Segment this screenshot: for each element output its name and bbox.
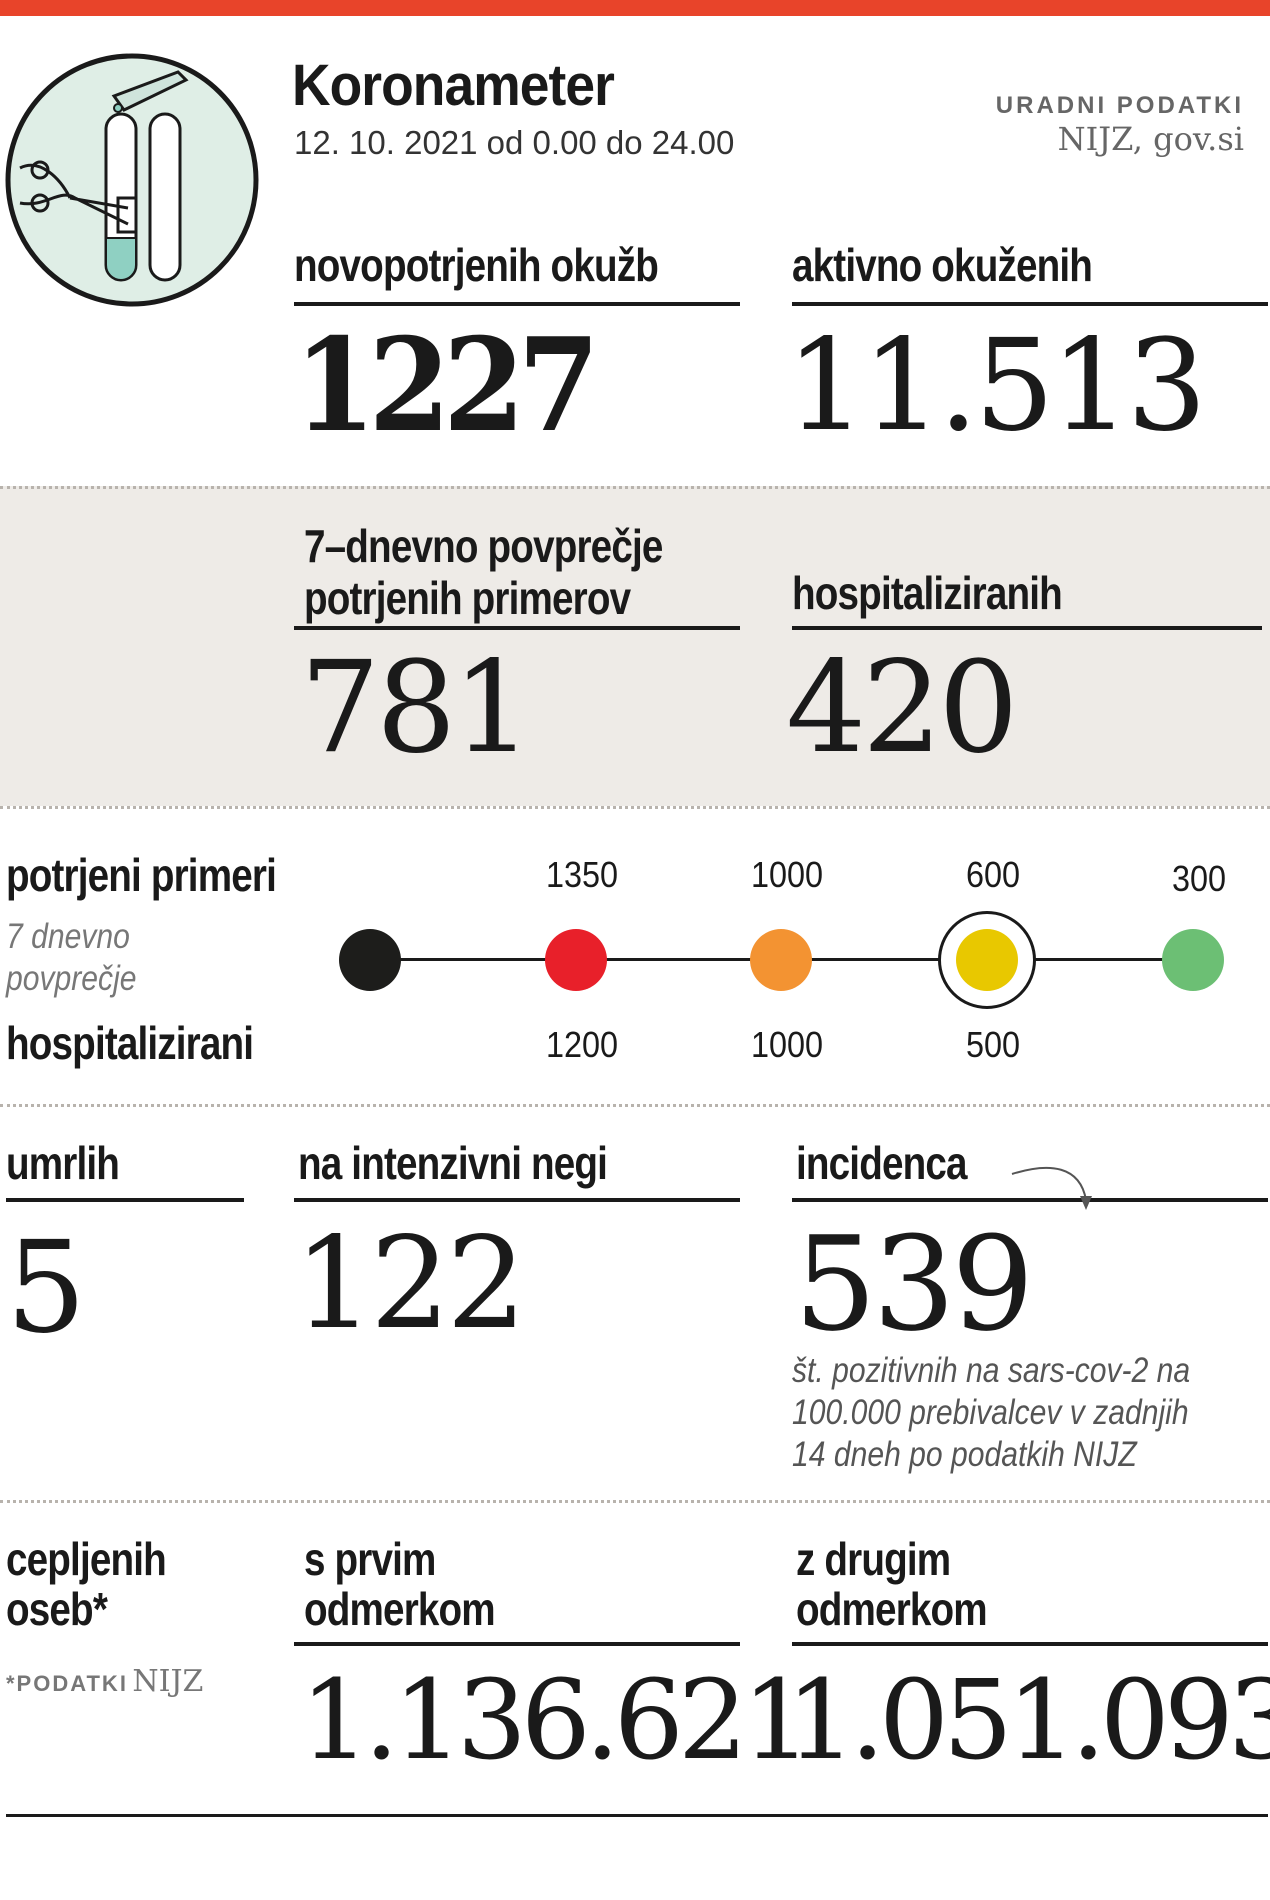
- second-dose-label-line1: z drugim: [796, 1533, 951, 1585]
- deaths-label: umrlih: [6, 1137, 120, 1189]
- highlight-band: [0, 486, 1270, 806]
- divider: [792, 1198, 1268, 1202]
- vaccinated-label: cepljenih oseb*: [6, 1533, 167, 1635]
- divider: [294, 1198, 740, 1202]
- icu-label: na intenzivni negi: [298, 1137, 608, 1189]
- divider: [294, 626, 740, 630]
- scale-hosp-threshold: 1000: [750, 1024, 824, 1065]
- scale-hosp-threshold: 500: [965, 1024, 1021, 1065]
- first-dose-label-line1: s prvim: [304, 1533, 436, 1585]
- second-dose-label: z drugim odmerkom: [796, 1533, 988, 1635]
- divider: [294, 1642, 740, 1646]
- test-tube-icon: [5, 53, 259, 307]
- date-range: 12. 10. 2021 od 0.00 do 24.00: [294, 124, 735, 161]
- scale-cases-label: potrjeni primeri: [6, 849, 277, 901]
- divider: [792, 626, 1262, 630]
- footnote: *PODATKI NIJZ: [6, 1664, 203, 1699]
- avg7-label-line1: 7–dnevno povprečje: [304, 520, 663, 572]
- scale-cases-threshold: 600: [965, 854, 1021, 895]
- scale-dot: [750, 929, 812, 991]
- incidence-note-line1: št. pozitivnih na sars-cov-2 na: [792, 1351, 1191, 1390]
- incidence-value: 539: [794, 1208, 1034, 1360]
- active-infected-label: aktivno okuženih: [792, 239, 1093, 291]
- second-dose-value: 1.051.093: [786, 1656, 1270, 1784]
- active-infected-value: 11.513: [786, 312, 1207, 459]
- hospitalized-value: 420: [786, 634, 1018, 781]
- scale-dot: [339, 929, 401, 991]
- incidence-label: incidenca: [796, 1137, 968, 1189]
- first-dose-value: 1.136.621: [300, 1656, 812, 1784]
- first-dose-label: s prvim odmerkom: [304, 1533, 496, 1635]
- scale-hosp-threshold: 1200: [545, 1024, 619, 1065]
- incidence-note-line2: 100.000 prebivalcev v zadnjih: [792, 1393, 1189, 1432]
- source-label: URADNI PODATKI: [995, 92, 1244, 119]
- avg7-label: 7–dnevno povprečje potrjenih primerov: [304, 520, 663, 624]
- scale-avg-label-line2: povprečje: [6, 959, 137, 998]
- scale-cases-threshold: 300: [1171, 858, 1227, 899]
- scale-cases-threshold: 1350: [545, 854, 619, 895]
- icu-value: 122: [294, 1210, 526, 1357]
- footnote-source: NIJZ: [132, 1664, 204, 1699]
- divider: [792, 1642, 1268, 1646]
- scale-avg-label: 7 dnevno povprečje: [6, 916, 137, 1000]
- scale-dot: [545, 929, 607, 991]
- vaccinated-label-line2: oseb*: [6, 1583, 108, 1635]
- scale-hosp-label: hospitalizirani: [6, 1017, 254, 1069]
- first-dose-label-line2: odmerkom: [304, 1583, 496, 1635]
- dotted-divider: [0, 806, 1270, 809]
- curved-arrow-icon: [1011, 1166, 1092, 1210]
- dotted-divider: [0, 486, 1270, 489]
- footnote-prefix: *PODATKI: [6, 1671, 128, 1696]
- source-name: NIJZ, gov.si: [1057, 120, 1244, 158]
- page-title: Koronameter: [292, 53, 615, 118]
- incidence-note-line3: 14 dneh po podatkih NIJZ: [792, 1435, 1137, 1474]
- hospitalized-label: hospitaliziranih: [792, 567, 1063, 619]
- divider: [792, 302, 1268, 306]
- avg7-value: 781: [300, 634, 532, 781]
- deaths-value: 5: [6, 1214, 86, 1361]
- scale-dot: [956, 929, 1018, 991]
- scale-dot: [1162, 929, 1224, 991]
- scale-avg-label-line1: 7 dnevno: [6, 917, 130, 956]
- new-infections-label: novopotrjenih okužb: [294, 239, 659, 291]
- top-accent-bar: [0, 0, 1270, 16]
- new-infections-value: 1227: [294, 311, 600, 461]
- vaccinated-label-line1: cepljenih: [6, 1533, 167, 1585]
- bottom-rule: [6, 1814, 1268, 1817]
- divider: [6, 1198, 244, 1202]
- scale-cases-threshold: 1000: [750, 854, 824, 895]
- incidence-note: št. pozitivnih na sars-cov-2 na 100.000 …: [792, 1350, 1190, 1476]
- avg7-label-line2: potrjenih primerov: [304, 572, 631, 624]
- dotted-divider: [0, 1104, 1270, 1107]
- second-dose-label-line2: odmerkom: [796, 1583, 988, 1635]
- dotted-divider: [0, 1500, 1270, 1503]
- divider: [294, 302, 740, 306]
